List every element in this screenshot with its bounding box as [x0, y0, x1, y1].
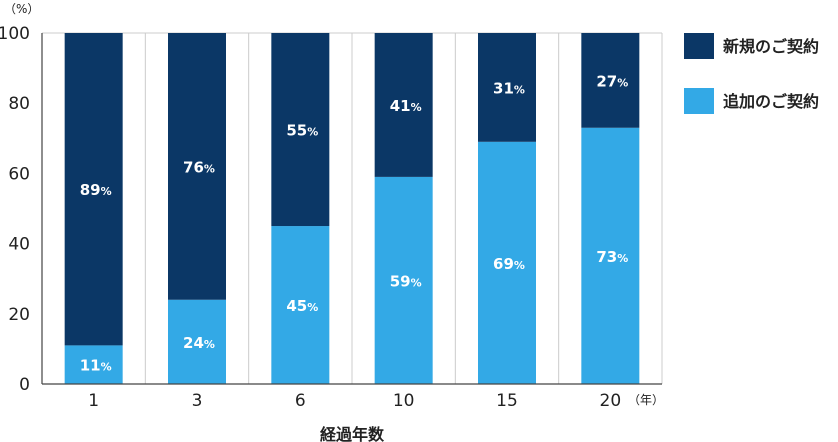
- x-tick-label-6: 6: [295, 391, 306, 411]
- bar-additional-6: [271, 226, 330, 384]
- legend-swatch-0: [684, 33, 714, 59]
- bar-additional-3: [168, 299, 226, 384]
- legend-swatch-1: [684, 88, 714, 114]
- bar-additional-15: [478, 141, 536, 384]
- bar-new-20: [581, 33, 640, 128]
- data-label-additional-6: 45%: [286, 297, 318, 315]
- bar-new-1: [64, 33, 123, 346]
- y-tick-label-0: 0: [19, 375, 30, 395]
- data-label-additional-1: 11%: [80, 357, 112, 375]
- data-label-additional-10: 59%: [390, 272, 422, 290]
- data-label-additional-15: 69%: [493, 255, 525, 273]
- bar-new-10: [374, 33, 433, 177]
- data-label-new-10: 41%: [390, 97, 422, 115]
- data-label-new-6: 55%: [286, 122, 318, 140]
- x-tick-label-1: 1: [88, 391, 99, 411]
- axes: 0 20 40 60 80 100 1 3 6 10 15 20: [0, 24, 662, 411]
- y-axis-unit: （%）: [4, 2, 39, 16]
- x-axis-unit: （年）: [628, 393, 664, 407]
- x-tick-label-10: 10: [393, 391, 415, 411]
- y-tick-label-40: 40: [8, 235, 30, 255]
- bar-additional-1: [64, 345, 123, 384]
- legend-label-0: 新規のご契約: [723, 37, 819, 56]
- x-tick-label-3: 3: [192, 391, 203, 411]
- data-label-new-20: 27%: [596, 72, 628, 90]
- bar-additional-20: [581, 127, 640, 385]
- bar-new-3: [168, 33, 226, 300]
- x-tick-label-15: 15: [496, 391, 518, 411]
- x-axis-title: 経過年数: [320, 425, 385, 442]
- bar-additional-10: [374, 176, 433, 384]
- data-label-additional-20: 73%: [596, 248, 628, 266]
- data-label-new-1: 89%: [80, 181, 112, 199]
- y-tick-label-60: 60: [8, 164, 30, 184]
- data-label-new-3: 76%: [183, 158, 215, 176]
- data-label-new-15: 31%: [493, 79, 525, 97]
- bar-new-15: [478, 33, 536, 142]
- data-label-additional-3: 24%: [183, 334, 215, 352]
- bar-new-6: [271, 33, 330, 227]
- grid-lines: [42, 32, 663, 384]
- x-tick-label-20: 20: [600, 391, 622, 411]
- y-tick-label-100: 100: [0, 24, 30, 44]
- bars: 11% 89% 24% 76% 45% 55% 59% 41% 69% 31% 73% 27%: [64, 33, 640, 385]
- y-tick-label-20: 20: [8, 305, 30, 325]
- y-tick-label-80: 80: [8, 94, 30, 114]
- legend-label-1: 追加のご契約: [723, 92, 819, 111]
